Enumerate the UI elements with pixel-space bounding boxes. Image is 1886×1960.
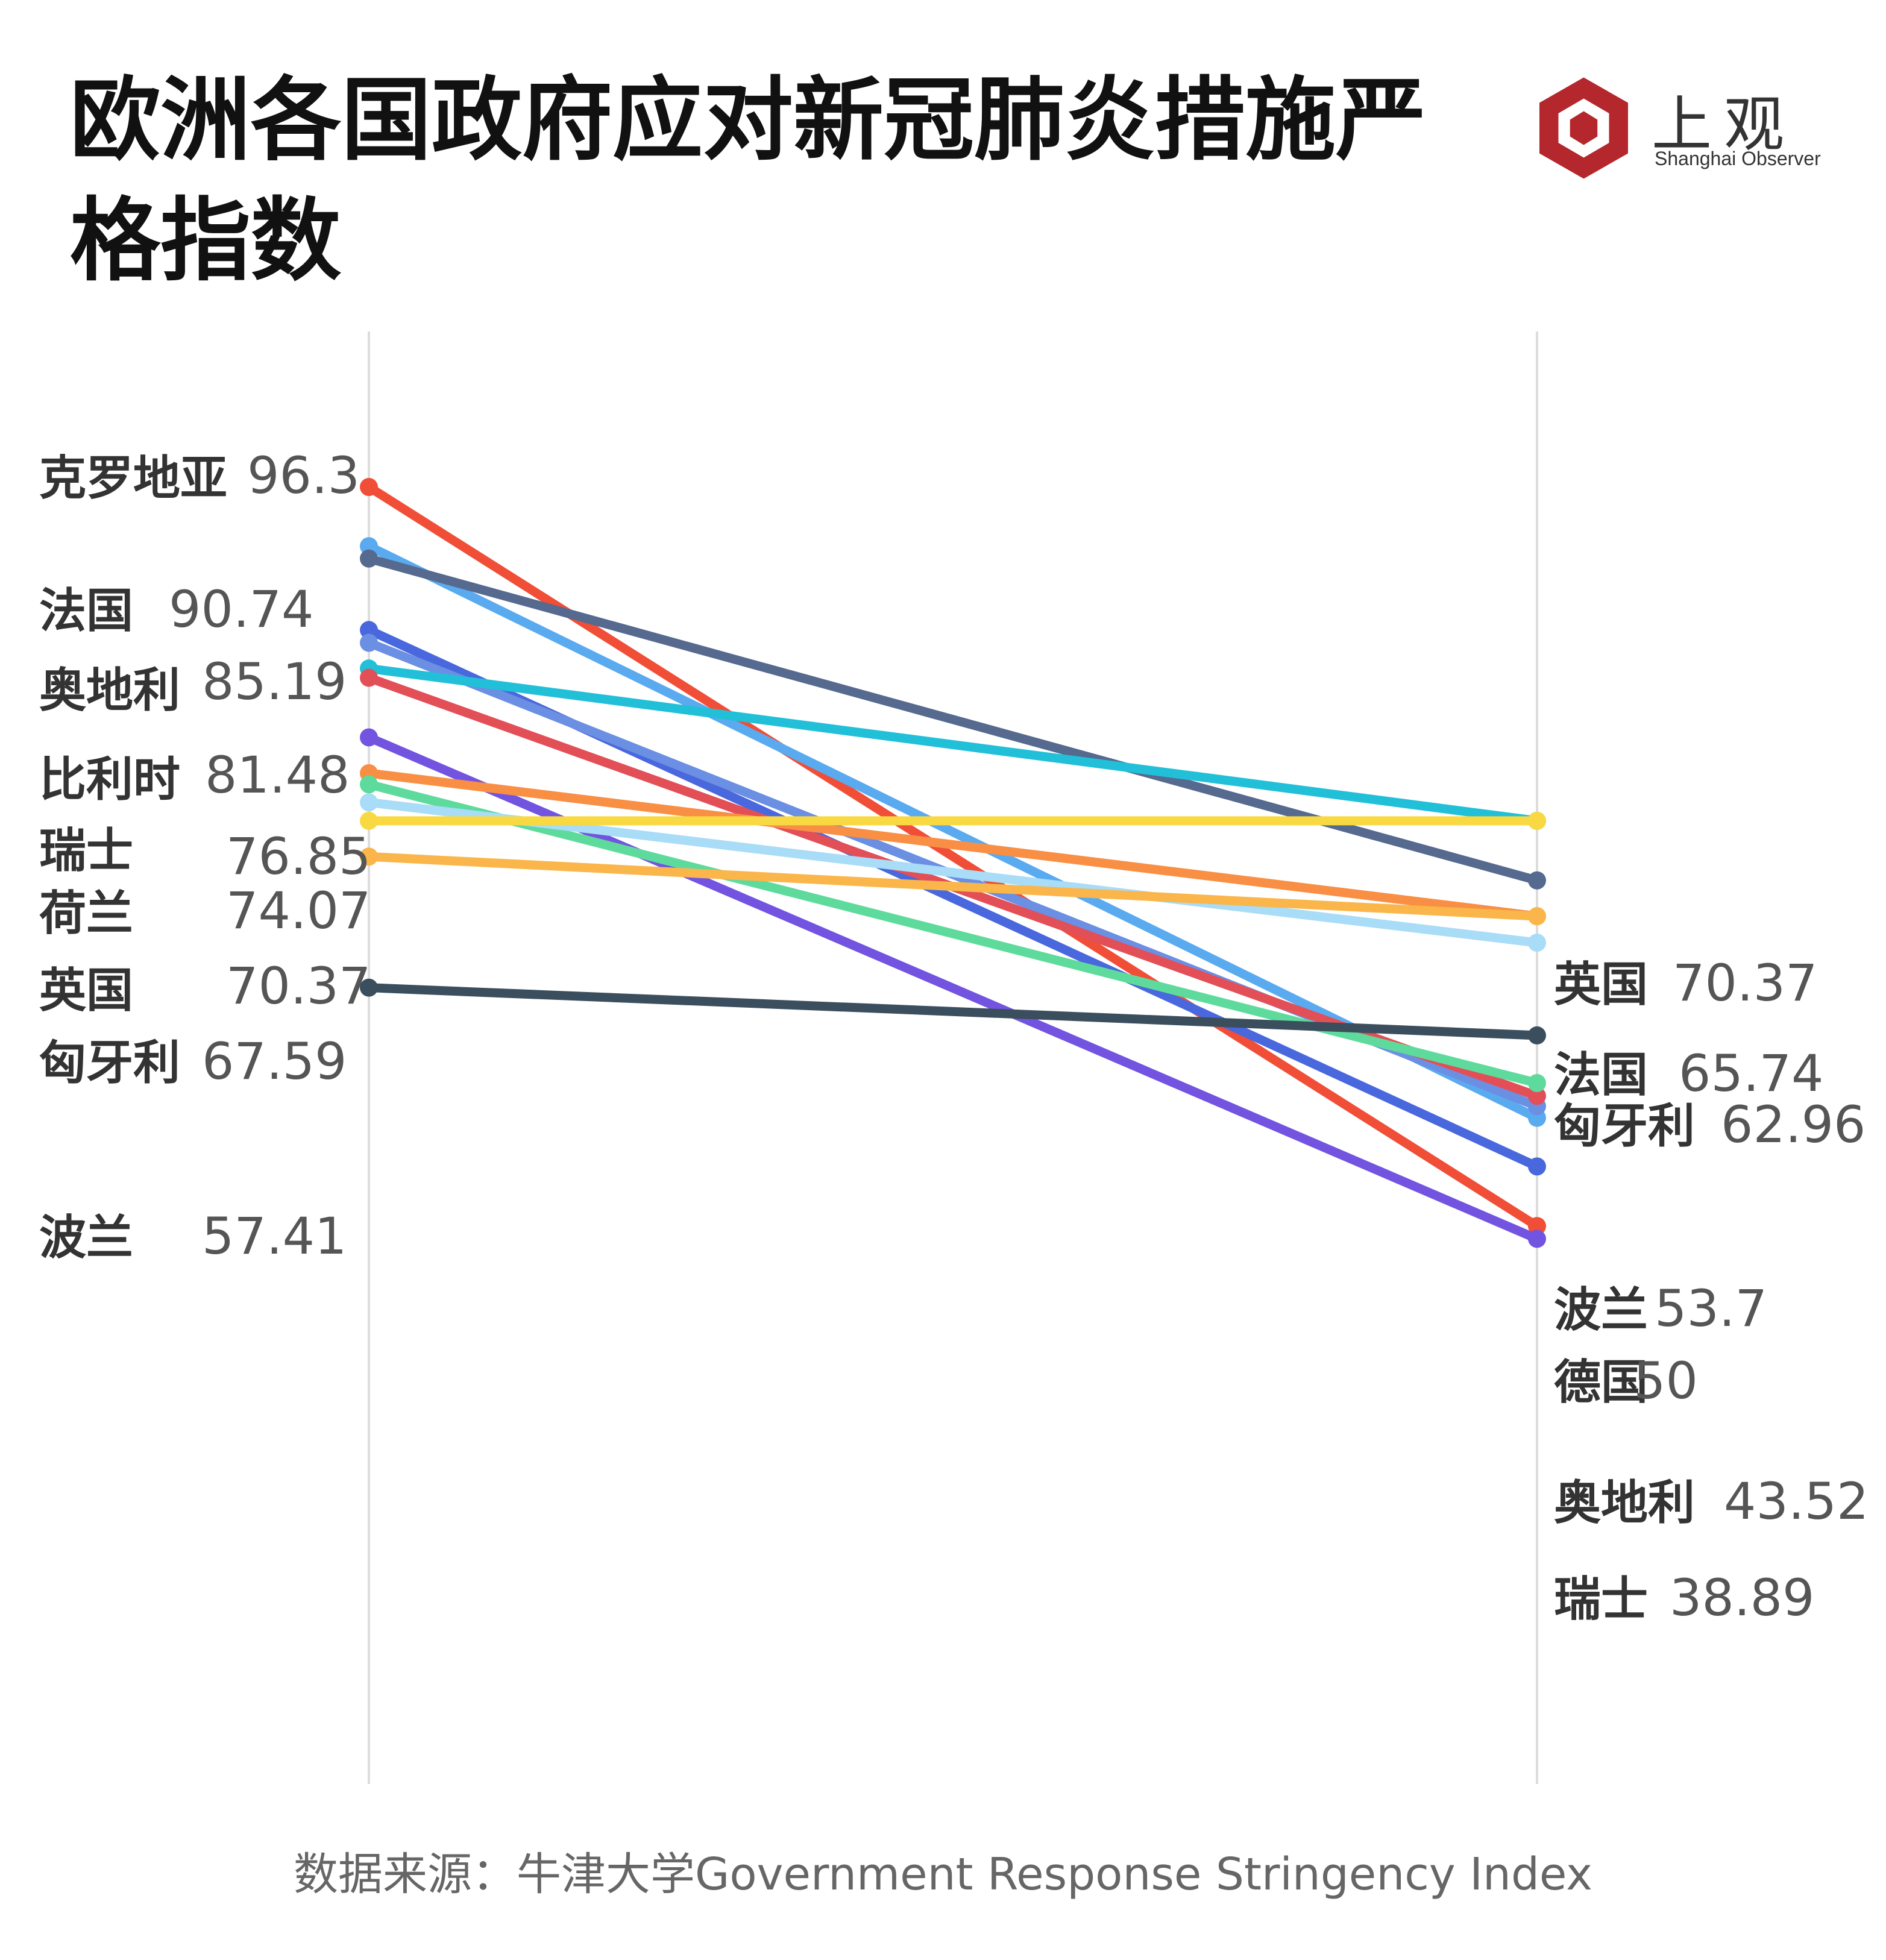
series-point-start [360, 978, 378, 997]
left-label-name: 克罗地亚 [39, 451, 227, 506]
series-point-start [360, 478, 378, 496]
series-point-end [1528, 1026, 1546, 1044]
series-point-end [1528, 1217, 1546, 1236]
left-label-name: 奥地利 [39, 664, 180, 718]
right-label-value: 65.74 [1679, 1044, 1823, 1103]
left-label-name: 匈牙利 [39, 1036, 180, 1090]
right-label-value: 62.96 [1721, 1095, 1866, 1154]
left-label-value: 85.19 [202, 652, 347, 711]
left-label-value: 76.85 [226, 827, 371, 886]
left-label-value: 70.37 [226, 956, 371, 1016]
right-label-value: 53.7 [1655, 1279, 1767, 1338]
source-note: 数据来源：牛津大学Government Response Stringency … [294, 1848, 1592, 1900]
series-point-start [360, 537, 378, 556]
right-label-name: 波兰 [1554, 1283, 1648, 1337]
right-label-name: 匈牙利 [1554, 1099, 1695, 1154]
right-label-name: 瑞士 [1554, 1572, 1648, 1627]
series-line [364, 768, 1542, 921]
right-label-value: 70.37 [1673, 953, 1817, 1013]
series-point-start [360, 775, 378, 794]
series-11 [360, 811, 1546, 830]
series-point-start [360, 847, 378, 866]
right-label-name: 法国 [1554, 1048, 1648, 1102]
slope-chart: 克罗地亚 96.3 法国 90.74 奥地利 85.19 比利时 81.48 瑞士 76.85 荷兰… [39, 331, 1869, 1784]
series-point-start [360, 549, 378, 568]
series-line [364, 482, 1542, 1231]
series-point-end [1528, 1157, 1546, 1176]
left-label-name: 比利时 [39, 753, 180, 807]
logo-text: 上观 [1652, 89, 1796, 160]
left-label-name: 英国 [39, 964, 133, 1018]
logo: 上观 Shanghai Observer [1531, 75, 1844, 179]
left-label-value: 90.74 [169, 580, 313, 639]
left-label-value: 81.48 [205, 746, 350, 805]
label-layer: 克罗地亚 96.3 法国 90.74 奥地利 85.19 比利时 81.48 瑞士 76.85 荷兰… [39, 446, 1869, 1627]
left-label-value: 67.59 [202, 1032, 347, 1091]
series-point-end [1528, 1073, 1546, 1092]
left-label-name: 法国 [39, 584, 133, 638]
series-10 [360, 793, 1546, 952]
right-label-name: 奥地利 [1554, 1476, 1695, 1530]
series-0 [360, 478, 1546, 1236]
series-line [364, 797, 1542, 947]
series-line [364, 554, 1542, 885]
series-point-end [1528, 1230, 1546, 1248]
chart-title: 欧洲各国政府应对新冠肺炎措施严格指数 [70, 68, 1427, 294]
series-9 [360, 775, 1546, 1092]
series-point-end [1528, 811, 1546, 830]
series-7 [360, 728, 1546, 1248]
series-point-start [360, 811, 378, 830]
series-line [364, 779, 1542, 1088]
series-line [364, 732, 1542, 1243]
series-5 [360, 659, 1546, 830]
logo-subtitle: Shanghai Observer [1655, 148, 1821, 169]
series-point-start [360, 668, 378, 687]
series-point-end [1528, 907, 1546, 926]
series-point-start [360, 633, 378, 652]
series-line [364, 983, 1542, 1040]
series-point-end [1528, 934, 1546, 952]
right-label-value: 50 [1633, 1351, 1698, 1410]
left-label-value: 74.07 [226, 881, 371, 940]
left-label-name: 荷兰 [39, 887, 133, 941]
right-label-value: 38.89 [1670, 1568, 1814, 1627]
series-point-start [360, 793, 378, 812]
series-layer [360, 478, 1546, 1248]
logo-mark-icon [1539, 77, 1628, 179]
series-line [364, 852, 1542, 921]
left-label-name: 瑞士 [39, 824, 133, 878]
left-label-value: 96.3 [247, 446, 360, 505]
series-point-end [1528, 1087, 1546, 1105]
left-label-value: 57.41 [202, 1207, 347, 1266]
right-label-name: 德国 [1554, 1355, 1648, 1410]
right-label-value: 43.52 [1724, 1472, 1869, 1531]
series-point-start [360, 728, 378, 747]
right-label-name: 英国 [1554, 958, 1648, 1012]
series-point-start [360, 621, 378, 639]
series-12 [360, 847, 1546, 926]
series-point-end [1528, 871, 1546, 890]
series-2 [360, 549, 1546, 890]
left-label-name: 波兰 [39, 1211, 133, 1265]
series-13 [360, 978, 1546, 1044]
series-line [364, 664, 1542, 826]
